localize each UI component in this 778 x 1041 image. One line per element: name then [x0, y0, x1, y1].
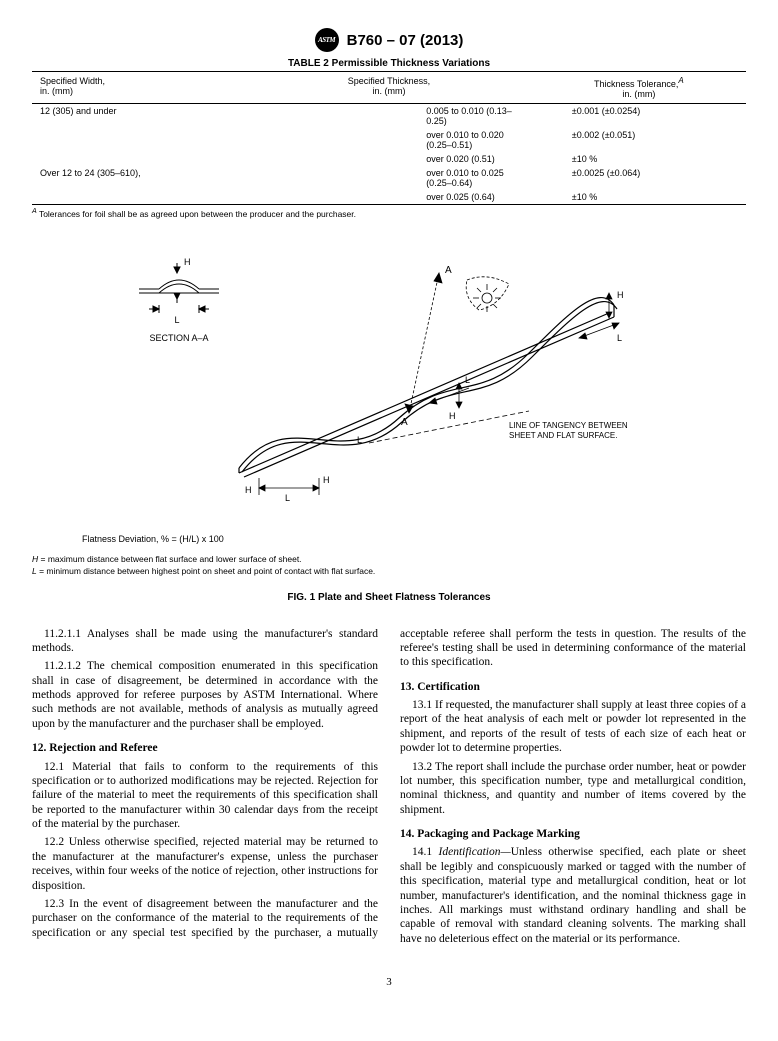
- svg-text:L: L: [357, 435, 362, 445]
- tangency-label-2: SHEET AND FLAT SURFACE.: [509, 431, 617, 440]
- para-12-2: 12.2 Unless otherwise specified, rejecte…: [32, 835, 378, 893]
- svg-text:H: H: [245, 485, 252, 495]
- table-row: over 0.025 (0.64)±10 %: [32, 190, 746, 205]
- para-14-1: 14.1 Identification—Unless otherwise spe…: [400, 845, 746, 946]
- heading-14: 14. Packaging and Package Marking: [400, 827, 746, 841]
- table-title: TABLE 2 Permissible Thickness Variations: [32, 58, 746, 69]
- thickness-table: Specified Width, in. (mm) Specified Thic…: [32, 71, 746, 205]
- svg-text:H: H: [449, 411, 456, 421]
- para-13-2: 13.2 The report shall include the purcha…: [400, 760, 746, 818]
- table-row: over 0.010 to 0.020 (0.25–0.51)±0.002 (±…: [32, 128, 746, 152]
- table-row: over 0.020 (0.51)±10 %: [32, 152, 746, 166]
- col2-header-line1: Specified Thickness,: [348, 76, 430, 86]
- svg-text:L: L: [465, 375, 470, 385]
- heading-13: 13. Certification: [400, 680, 746, 694]
- svg-text:H: H: [323, 475, 330, 485]
- col3-header-line2: in. (mm): [622, 89, 655, 99]
- para-11-2-1-2: 11.2.1.2 The chemical composition enumer…: [32, 659, 378, 731]
- label-h: H: [184, 257, 191, 267]
- figure-title: FIG. 1 Plate and Sheet Flatness Toleranc…: [32, 592, 746, 603]
- col1-header-line1: Specified Width,: [40, 76, 105, 86]
- figure-deviation: Flatness Deviation, % = (H/L) x 100: [82, 534, 746, 544]
- col2-header-line2: in. (mm): [372, 86, 405, 96]
- heading-12: 12. Rejection and Referee: [32, 741, 378, 755]
- para-12-1: 12.1 Material that fails to conform to t…: [32, 760, 378, 832]
- col3-header-sup: A: [678, 76, 683, 85]
- table-footnote: A Tolerances for foil shall be as agreed…: [32, 207, 746, 219]
- table-row: 12 (305) and under0.005 to 0.010 (0.13–0…: [32, 104, 746, 129]
- tangency-label-1: LINE OF TANGENCY BETWEEN: [509, 421, 628, 430]
- svg-text:L: L: [617, 333, 622, 343]
- col3-header-line1: Thickness Tolerance,: [594, 79, 678, 89]
- body-text: 11.2.1.1 Analyses shall be made using th…: [32, 627, 746, 947]
- svg-text:L: L: [285, 493, 290, 503]
- label-l: L: [174, 315, 179, 325]
- astm-logo-icon: ASTM: [315, 28, 339, 52]
- section-label: SECTION A–A: [149, 333, 208, 343]
- para-11-2-1-1: 11.2.1.1 Analyses shall be made using th…: [32, 627, 378, 656]
- col1-header-line2: in. (mm): [40, 86, 73, 96]
- table-row: Over 12 to 24 (305–610),over 0.010 to 0.…: [32, 166, 746, 190]
- designation: B760 – 07 (2013): [347, 32, 464, 49]
- label-a-top: A: [445, 265, 452, 276]
- flatness-diagram: H L SECTION A–A A A: [109, 243, 669, 523]
- svg-text:H: H: [617, 290, 624, 300]
- page-header: ASTM B760 – 07 (2013): [32, 28, 746, 52]
- figure-1: H L SECTION A–A A A: [32, 243, 746, 603]
- para-13-1: 13.1 If requested, the manufacturer shal…: [400, 698, 746, 756]
- label-a-bot: A: [401, 417, 408, 428]
- page-number: 3: [32, 976, 746, 988]
- figure-defs: H = maximum distance between flat surfac…: [32, 554, 746, 578]
